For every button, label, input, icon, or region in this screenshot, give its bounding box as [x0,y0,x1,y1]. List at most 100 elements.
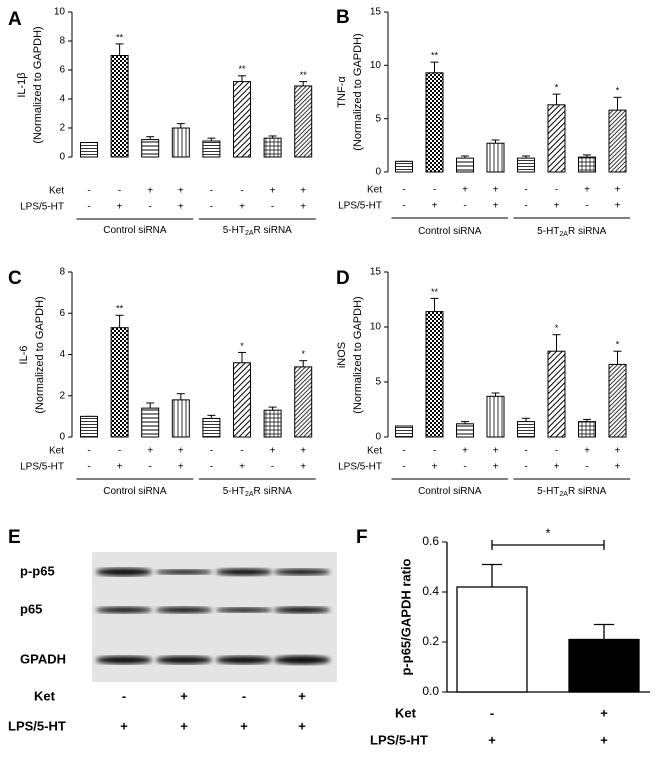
group-label-part: R siRNA [568,226,607,237]
condition-sign: + [147,186,153,197]
significance-mark: ** [116,32,124,42]
condition-sign: + [178,202,184,213]
condition-sign: - [118,446,121,457]
blot-band [96,568,152,576]
y-tick-label: 10 [370,60,382,71]
group-label-part: 5-HT [223,486,245,497]
condition-sign: - [463,462,466,473]
y-tick-label: 0.0 [422,684,439,698]
significance-mark: ** [116,304,124,314]
condition-sign: + [120,718,128,733]
condition-sign: + [462,185,468,196]
condition-sign: + [147,446,153,457]
blot-band [156,607,212,613]
significance-mark: ** [431,287,439,297]
condition-sign: + [270,446,276,457]
bar [233,362,251,438]
condition-name: LPS/5-HT [8,718,66,733]
bar [456,423,474,438]
bar [141,407,160,438]
group-label-part: Control siRNA [103,225,167,236]
bar [171,399,190,438]
bar [517,421,535,438]
condition-sign: - [122,688,126,703]
bar [608,363,627,438]
y-tick-label: 0.2 [422,634,439,648]
bar [202,140,221,158]
y-axis-label: (Normalized to GAPDH) [352,33,364,150]
condition-sign: + [117,202,123,213]
bar [395,160,413,173]
y-axis-label: p-p65/GAPDH ratio [398,558,413,675]
group-label-part: Control siRNA [418,226,482,237]
condition-sign: + [300,186,306,197]
y-axis-label: TNF-α [336,76,348,108]
y-tick-label: 4 [59,94,65,105]
condition-sign: - [490,705,494,720]
blot-band [216,656,272,664]
condition-sign: + [239,202,245,213]
group-label-part: 5-HT [537,486,559,497]
y-axis-label: (Normalized to GAPDH) [34,296,46,413]
bar [456,586,528,693]
condition-sign: + [493,185,499,196]
condition-sign: + [117,462,123,473]
condition-sign: - [402,446,405,457]
condition-sign: - [524,185,527,196]
condition-sign: - [555,446,558,457]
band-label: p-p65 [20,563,55,578]
condition-sign: + [178,462,184,473]
condition-sign: + [493,462,499,473]
group-label: 5-HT2AR siRNA [223,486,292,498]
panel-label: F [356,527,368,548]
condition-name: Ket [395,705,417,720]
significance-mark: * [616,340,620,350]
panel-label: E [8,527,21,548]
condition-sign: - [240,186,243,197]
condition-sign: - [240,446,243,457]
blot-band [274,606,330,614]
y-tick-label: 10 [370,322,382,333]
group-label-part: 2A [245,230,254,237]
y-tick-label: 0 [59,152,65,163]
y-tick-label: 0.6 [422,534,439,548]
bar [202,417,221,438]
bar [263,409,282,438]
y-tick-label: 0 [375,167,381,178]
condition-sign: + [298,688,306,703]
bar [517,157,535,173]
significance-mark: ** [431,51,439,61]
condition-sign: - [402,462,405,473]
condition-sign: + [300,202,306,213]
condition-name: LPS/5-HT [20,202,64,213]
group-label-part: R siRNA [568,486,607,497]
group-label: 5-HT2AR siRNA [223,225,292,237]
bar [547,350,566,438]
group-label: Control siRNA [103,225,167,236]
condition-sign: + [432,462,438,473]
condition-sign: + [488,732,496,747]
y-tick-label: 8 [59,36,65,47]
condition-sign: - [524,462,527,473]
y-tick-label: 5 [375,377,381,388]
group-label: Control siRNA [418,486,482,497]
y-axis-label: iNOS [336,342,348,368]
condition-sign: - [463,201,466,212]
condition-sign: - [87,186,90,197]
condition-sign: - [524,446,527,457]
bar [395,425,413,438]
condition-sign: + [584,185,590,196]
condition-sign: + [554,201,560,212]
group-label-part: R siRNA [254,225,293,236]
y-tick-label: 10 [54,7,66,18]
condition-sign: - [585,462,588,473]
panel-label: D [336,268,350,289]
condition-sign: - [149,202,152,213]
bar [80,142,98,158]
condition-sign: + [615,462,621,473]
significance-mark: * [616,86,620,96]
condition-sign: + [600,705,608,720]
y-tick-label: 2 [59,123,65,134]
bar [486,142,505,173]
y-tick-label: 0 [59,432,65,443]
